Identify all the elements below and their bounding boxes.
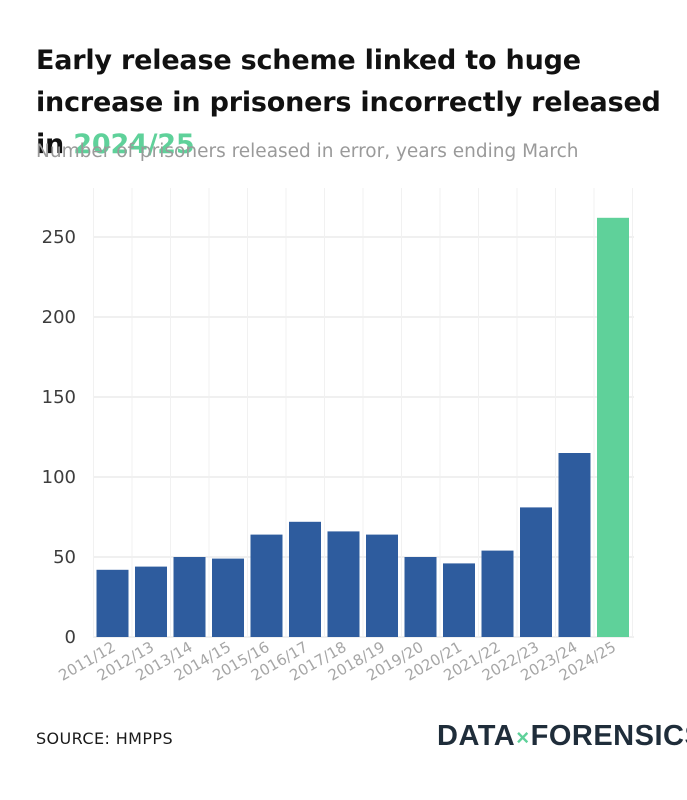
chart-title: Early release scheme linked to huge incr… [36, 40, 676, 166]
bar-2020-21 [443, 563, 475, 637]
y-tick-label: 100 [42, 467, 76, 488]
y-axis-ticks: 0 50 100 150 200 250 [42, 227, 76, 648]
bar-2017-18 [327, 531, 360, 637]
brand-logo-mark: × [516, 725, 530, 750]
bar-2014-15 [212, 558, 244, 637]
y-tick-label: 150 [42, 387, 76, 408]
chart-title-highlight: 2024/25 [73, 129, 195, 160]
bar-2013-14 [173, 557, 206, 637]
bar-chart: 0 50 100 150 200 250 2011/122012/132013/14201… [42, 188, 634, 685]
x-axis-ticks: 2011/122012/132013/142014/152015/162016/… [56, 638, 619, 685]
y-tick-label: 0 [65, 627, 76, 648]
brand-logo-left: DATA [437, 720, 516, 752]
y-tick-label: 200 [42, 307, 76, 328]
bar-2018-19 [366, 534, 398, 637]
bar-2011-12 [96, 569, 129, 637]
bar-2022-23 [520, 507, 552, 637]
y-tick-label: 250 [42, 227, 76, 248]
source-note: SOURCE: HMPPS [36, 729, 174, 748]
bar-2016-17 [289, 521, 321, 637]
y-tick-label: 50 [53, 547, 76, 568]
bar-2019-20 [404, 557, 437, 637]
bar-2023-24 [558, 453, 591, 637]
chart-subtitle: Number of prisoners released in error, y… [36, 141, 579, 162]
bar-2015-16 [250, 534, 283, 637]
bar-2012-13 [135, 566, 167, 637]
chart-title-main: Early release scheme linked to huge incr… [36, 45, 661, 160]
bar-2024-25 [597, 217, 629, 638]
brand-logo-right: FORENSICS [530, 720, 687, 752]
brand-logo: DATA×FORENSICS [437, 718, 687, 756]
bars [96, 217, 629, 638]
bar-2021-22 [481, 550, 514, 637]
